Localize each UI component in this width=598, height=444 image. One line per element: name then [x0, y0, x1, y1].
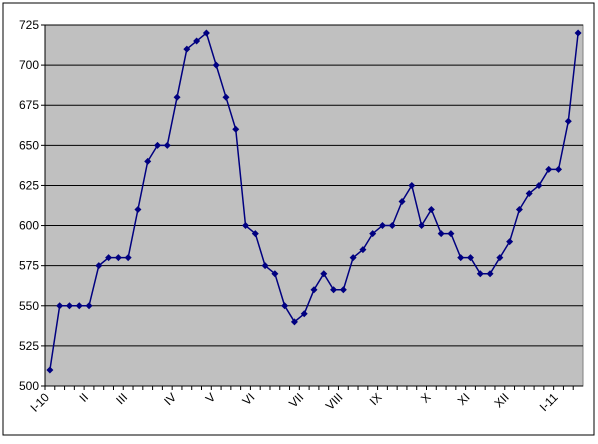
marker — [506, 238, 514, 246]
marker — [447, 230, 455, 238]
marker — [310, 286, 318, 294]
marker — [486, 270, 494, 278]
marker — [173, 93, 181, 101]
marker — [222, 93, 230, 101]
marker — [105, 254, 113, 262]
marker — [75, 302, 83, 310]
marker — [212, 61, 220, 69]
marker — [300, 310, 308, 318]
marker — [457, 254, 465, 262]
marker — [95, 262, 103, 270]
marker — [388, 222, 396, 230]
marker — [251, 230, 259, 238]
marker — [124, 254, 132, 262]
marker — [320, 270, 328, 278]
marker — [496, 254, 504, 262]
marker — [427, 206, 435, 214]
marker — [437, 230, 445, 238]
y-tick-label: 525 — [19, 339, 39, 353]
marker — [114, 254, 122, 262]
y-tick-label: 650 — [19, 138, 39, 152]
marker — [378, 222, 386, 230]
marker — [525, 189, 533, 197]
marker — [476, 270, 484, 278]
marker — [349, 254, 357, 262]
marker — [242, 222, 250, 230]
marker — [65, 302, 73, 310]
y-tick-label: 725 — [19, 18, 39, 32]
plot-area — [44, 24, 584, 387]
marker — [330, 286, 338, 294]
marker — [408, 181, 416, 189]
marker — [261, 262, 269, 270]
marker — [359, 246, 367, 254]
marker — [85, 302, 93, 310]
marker — [281, 302, 289, 310]
marker — [467, 254, 475, 262]
marker — [574, 29, 582, 37]
marker — [545, 165, 553, 173]
y-tick-label: 675 — [19, 98, 39, 112]
marker — [56, 302, 64, 310]
y-tick-label: 500 — [19, 379, 39, 393]
marker — [232, 125, 240, 133]
marker — [369, 230, 377, 238]
marker — [398, 197, 406, 205]
marker — [134, 206, 142, 214]
y-tick-label: 625 — [19, 178, 39, 192]
marker — [339, 286, 347, 294]
marker — [202, 29, 210, 37]
marker — [144, 157, 152, 165]
marker — [418, 222, 426, 230]
marker — [163, 141, 171, 149]
y-tick-label: 550 — [19, 299, 39, 313]
marker — [193, 37, 201, 45]
marker — [515, 206, 523, 214]
marker — [183, 45, 191, 53]
marker — [153, 141, 161, 149]
marker — [564, 117, 572, 125]
marker — [555, 165, 563, 173]
y-tick-label: 575 — [19, 259, 39, 273]
y-tick-label: 600 — [19, 219, 39, 233]
y-tick-label: 700 — [19, 58, 39, 72]
marker — [46, 366, 54, 374]
marker — [290, 318, 298, 326]
marker — [535, 181, 543, 189]
marker — [271, 270, 279, 278]
